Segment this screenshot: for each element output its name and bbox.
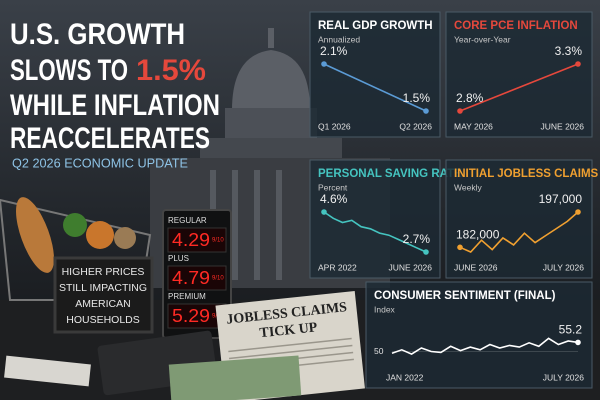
value-label: 2.8% <box>456 91 484 105</box>
data-point <box>321 209 327 215</box>
gas-grade: REGULAR <box>168 216 207 225</box>
chart-title: REAL GDP GROWTH <box>318 20 433 32</box>
value-label: 1.5% <box>403 91 431 105</box>
data-point <box>575 339 581 346</box>
panel-background <box>445 159 593 279</box>
chart-title: PERSONAL SAVING RATE <box>318 168 462 180</box>
letter-board <box>53 256 154 334</box>
newspaper-headline: TICK UP <box>259 320 319 341</box>
data-line <box>391 337 579 356</box>
data-point <box>423 108 429 114</box>
sign-line: HOUSEHOLDS <box>66 314 140 326</box>
headline-line: REACCELERATES <box>10 122 210 155</box>
value-label: 2.7% <box>403 232 431 246</box>
gas-grade: PREMIUM <box>168 292 206 301</box>
chart-subtitle: Weekly <box>454 182 482 192</box>
chart-subtitle: Year-over-Year <box>454 34 511 44</box>
data-point <box>575 209 581 215</box>
x-tick-label: MAY 2026 <box>454 121 493 131</box>
sign-line: STILL IMPACTING <box>59 282 147 294</box>
headline-line: SLOWS TO 1.5% <box>10 54 206 87</box>
data-line <box>323 211 427 253</box>
value-label: 197,000 <box>539 192 583 206</box>
panel-background <box>365 281 593 389</box>
chart-title: INITIAL JOBLESS CLAIMS <box>454 168 599 180</box>
letter-board-text: HIGHER PRICES STILL IMPACTING AMERICAN H… <box>59 266 147 326</box>
headline-text: SLOWS TO <box>10 54 128 87</box>
panel-background <box>309 11 441 138</box>
receipt <box>4 355 91 387</box>
sign-line: AMERICAN <box>75 298 130 310</box>
headline-highlight: 1.5% <box>136 54 206 87</box>
data-point <box>575 61 581 67</box>
chart-subtitle: Percent <box>318 182 348 192</box>
x-tick-label: JULY 2026 <box>543 372 585 382</box>
price-display <box>167 303 227 329</box>
x-tick-label: JUNE 2026 <box>541 121 585 131</box>
x-tick-label: Q1 2026 <box>318 121 351 131</box>
x-tick-label: JUNE 2026 <box>454 262 498 272</box>
headline-line: U.S. GROWTH <box>10 18 185 51</box>
panel-background <box>445 11 593 138</box>
value-label: 4.6% <box>320 192 348 206</box>
gas-grade: PLUS <box>168 254 189 263</box>
data-point <box>457 108 463 114</box>
data-point <box>457 244 463 251</box>
x-tick-label: JAN 2022 <box>386 372 424 382</box>
chart-panel: CONSUMER SENTIMENT (FINAL) Index 50 55.2 JAN… <box>365 281 593 389</box>
x-tick-label: Q2 2026 <box>399 121 432 131</box>
x-tick-label: JUNE 2026 <box>389 262 433 272</box>
chart-title: CONSUMER SENTIMENT (FINAL) <box>374 290 556 302</box>
gas-fraction: 9/10 <box>212 238 224 244</box>
gas-fraction: 9/10 <box>212 276 224 282</box>
data-point <box>321 61 327 67</box>
subtitle: Q2 2026 ECONOMIC UPDATE <box>12 155 188 170</box>
chart-subtitle: Index <box>374 304 396 314</box>
chart-title: CORE PCE INFLATION <box>454 20 578 32</box>
gas-price: 5.29 <box>172 306 210 326</box>
gas-price: 4.79 <box>172 268 210 288</box>
chart-panel: CORE PCE INFLATION Year-over-Year 2.8% 3.3%… <box>445 11 593 138</box>
x-tick-label: APR 2022 <box>318 262 357 272</box>
value-label: 2.1% <box>320 44 348 58</box>
data-line <box>459 63 579 112</box>
value-label: 55.2 <box>559 323 583 337</box>
data-line <box>459 211 579 253</box>
data-point <box>423 249 429 255</box>
dollar-bills <box>168 355 302 400</box>
headline: U.S. GROWTH SLOWS TO 1.5% WHILE INFLATION… <box>10 18 220 155</box>
value-label: 182,000 <box>456 227 500 241</box>
x-tick-label: JULY 2026 <box>543 262 585 272</box>
panel-background <box>309 159 441 279</box>
gas-price: 4.29 <box>172 230 210 250</box>
headline-line: WHILE INFLATION <box>10 89 220 122</box>
chart-panel: INITIAL JOBLESS CLAIMS Weekly 182,000 197,0… <box>445 159 599 279</box>
y-tick-label: 50 <box>374 346 384 356</box>
price-display <box>167 227 227 253</box>
value-label: 3.3% <box>555 44 583 58</box>
data-line <box>323 63 427 112</box>
price-display <box>167 265 227 291</box>
chart-subtitle: Annualized <box>318 34 360 44</box>
sign-line: HIGHER PRICES <box>62 266 145 278</box>
